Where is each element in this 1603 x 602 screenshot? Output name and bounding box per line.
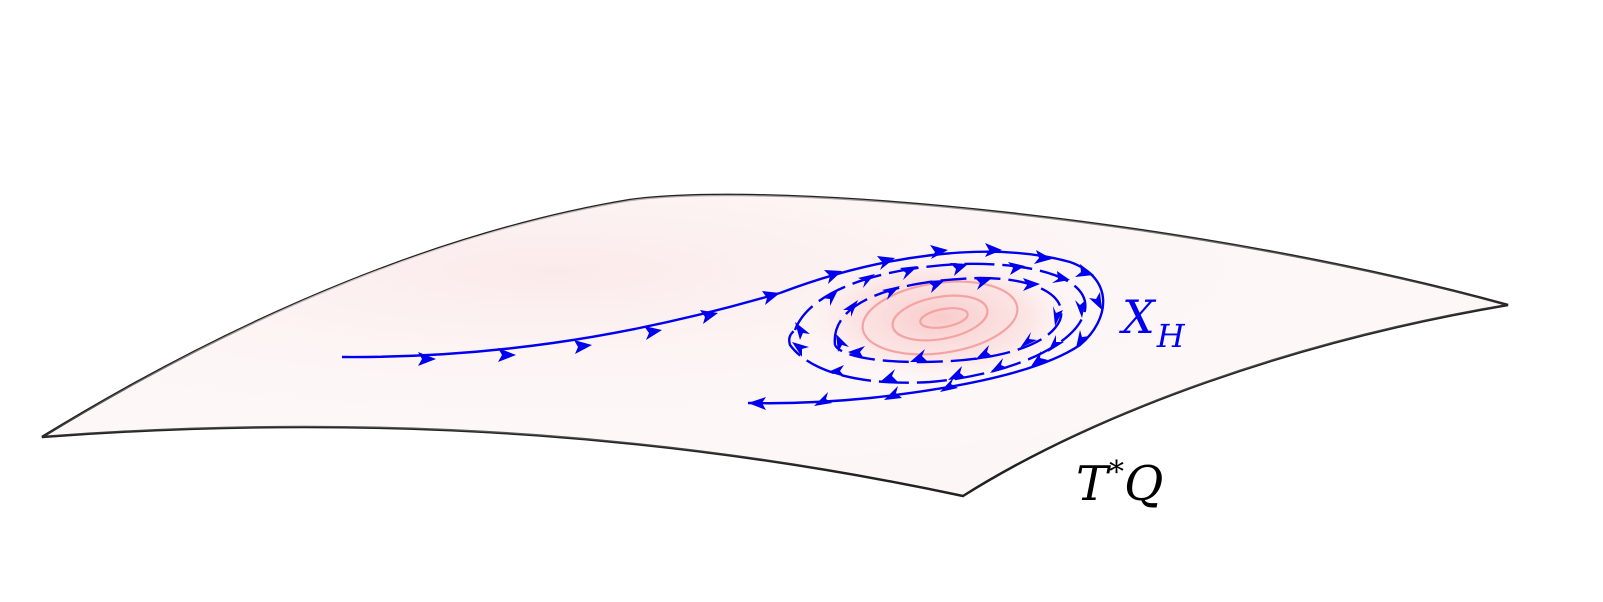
arrowhead-icon bbox=[975, 345, 993, 360]
arrowhead-icon bbox=[948, 366, 966, 380]
arrowhead-icon bbox=[498, 348, 516, 362]
arrowhead-icon bbox=[858, 274, 875, 288]
arrowhead-icon bbox=[1075, 264, 1094, 277]
arrowhead-icon bbox=[940, 377, 958, 392]
arrowhead-icon bbox=[1020, 332, 1037, 348]
arrowhead-icon bbox=[843, 300, 858, 317]
arrowhead-icon bbox=[884, 386, 902, 400]
manifold-superscript: * bbox=[1109, 455, 1125, 490]
arrowhead-icon bbox=[1076, 330, 1090, 348]
arrowhead-icon bbox=[974, 277, 992, 290]
arrowhead-icon bbox=[700, 310, 718, 324]
arrowhead-icon bbox=[795, 322, 810, 340]
flow-outer-loop bbox=[747, 250, 1105, 405]
arrowhead-icon bbox=[822, 290, 838, 306]
arrowhead-icon bbox=[900, 266, 918, 280]
vector-field-symbol: X bbox=[1122, 290, 1155, 344]
arrowhead-icon bbox=[880, 369, 898, 382]
arrowhead-icon bbox=[418, 352, 436, 366]
flow-incoming bbox=[341, 291, 781, 359]
arrowhead-icon bbox=[848, 346, 865, 359]
arrowhead-icon bbox=[644, 326, 662, 340]
arrowhead-icon bbox=[877, 256, 895, 270]
arrowhead-icon bbox=[1008, 262, 1025, 275]
flow-arrowheads bbox=[418, 243, 1102, 410]
arrowhead-icon bbox=[1034, 250, 1052, 264]
arrowhead-icon bbox=[950, 263, 968, 276]
arrowhead-icon bbox=[910, 349, 928, 362]
arrowhead-icon bbox=[1052, 271, 1070, 283]
energy-glow bbox=[790, 248, 1090, 388]
arrowhead-icon bbox=[762, 291, 780, 305]
level-set-inner bbox=[919, 307, 969, 329]
arrowhead-icon bbox=[930, 245, 948, 259]
arrowhead-icon bbox=[814, 392, 832, 406]
arrowhead-icon bbox=[990, 358, 1008, 373]
hamiltonian-flow bbox=[341, 250, 1105, 405]
arrowhead-icon bbox=[1089, 292, 1102, 310]
surface-shading bbox=[42, 194, 1508, 496]
arrowhead-icon bbox=[824, 270, 842, 284]
arrowhead-icon bbox=[985, 243, 1002, 257]
arrowhead-icon bbox=[828, 365, 845, 377]
level-set-middle bbox=[891, 294, 989, 342]
arrowhead-icon bbox=[1075, 300, 1086, 318]
arrowhead-icon bbox=[748, 397, 766, 410]
arrowhead-icon bbox=[1048, 335, 1064, 352]
arrowhead-icon bbox=[574, 340, 592, 354]
cotangent-bundle-label: T*Q bbox=[1076, 458, 1163, 509]
manifold-base-symbol: Q bbox=[1124, 456, 1164, 512]
vector-field-subscript: H bbox=[1156, 317, 1185, 355]
arrowhead-icon bbox=[792, 342, 809, 357]
arrowhead-icon bbox=[1023, 278, 1040, 291]
flow-middle-loop bbox=[788, 262, 1087, 384]
arrowhead-icon bbox=[836, 334, 849, 352]
vector-field-label: XH bbox=[1122, 294, 1185, 352]
arrowhead-icon bbox=[882, 286, 900, 300]
arrowhead-icon bbox=[1053, 306, 1063, 326]
arrowhead-icon bbox=[1030, 351, 1048, 368]
manifold-symbol: T bbox=[1076, 456, 1109, 512]
arrowhead-icon bbox=[927, 280, 945, 293]
